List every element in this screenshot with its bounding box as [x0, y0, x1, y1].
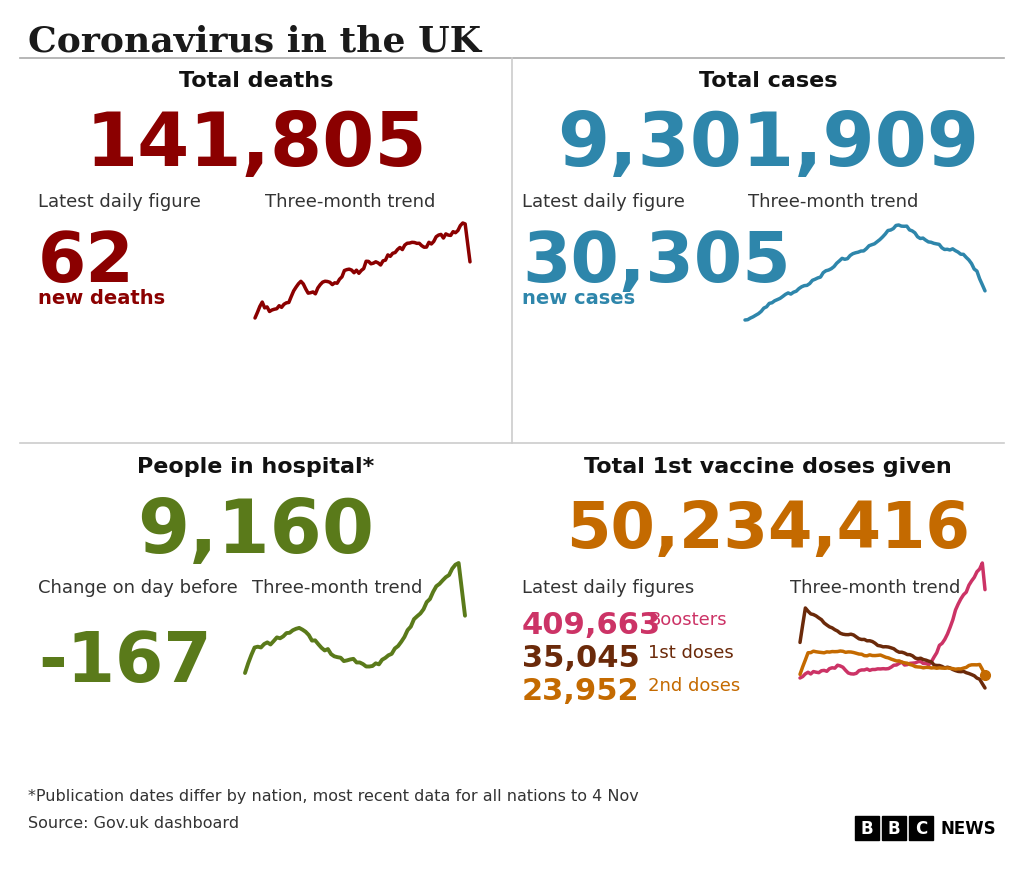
Text: Source: Gov.uk dashboard: Source: Gov.uk dashboard — [28, 815, 240, 830]
Text: 50,234,416: 50,234,416 — [566, 499, 970, 560]
Text: Total deaths: Total deaths — [179, 71, 333, 91]
Text: Coronavirus in the UK: Coronavirus in the UK — [28, 24, 481, 58]
Text: Three-month trend: Three-month trend — [790, 579, 961, 596]
Text: B: B — [888, 819, 900, 837]
Text: Change on day before: Change on day before — [38, 579, 238, 596]
Text: new cases: new cases — [522, 289, 635, 307]
Bar — [855, 816, 879, 840]
Text: 9,301,909: 9,301,909 — [557, 109, 979, 182]
Text: Total cases: Total cases — [698, 71, 838, 91]
Text: Three-month trend: Three-month trend — [252, 579, 422, 596]
Text: 30,305: 30,305 — [522, 229, 791, 296]
Text: *Publication dates differ by nation, most recent data for all nations to 4 Nov: *Publication dates differ by nation, mos… — [28, 788, 639, 803]
Bar — [909, 816, 933, 840]
Text: 409,663: 409,663 — [522, 610, 662, 639]
Text: Boosters: Boosters — [648, 610, 727, 629]
Text: 35,045: 35,045 — [522, 644, 640, 673]
Text: 2nd doses: 2nd doses — [648, 676, 740, 694]
Text: 62: 62 — [38, 229, 135, 296]
Text: 23,952: 23,952 — [522, 676, 640, 705]
Text: Total 1st vaccine doses given: Total 1st vaccine doses given — [584, 457, 952, 477]
Text: Latest daily figure: Latest daily figure — [38, 193, 201, 211]
Text: Latest daily figures: Latest daily figures — [522, 579, 694, 596]
Text: C: C — [914, 819, 927, 837]
Text: NEWS: NEWS — [940, 819, 995, 837]
Text: 141,805: 141,805 — [85, 109, 427, 182]
Text: Three-month trend: Three-month trend — [265, 193, 435, 211]
Text: Latest daily figure: Latest daily figure — [522, 193, 685, 211]
Text: 1st doses: 1st doses — [648, 644, 734, 661]
Bar — [882, 816, 906, 840]
Text: new deaths: new deaths — [38, 289, 165, 307]
Text: -167: -167 — [38, 629, 212, 695]
Text: B: B — [861, 819, 873, 837]
Text: 9,160: 9,160 — [137, 495, 375, 568]
Text: Three-month trend: Three-month trend — [748, 193, 919, 211]
Text: People in hospital*: People in hospital* — [137, 457, 375, 477]
